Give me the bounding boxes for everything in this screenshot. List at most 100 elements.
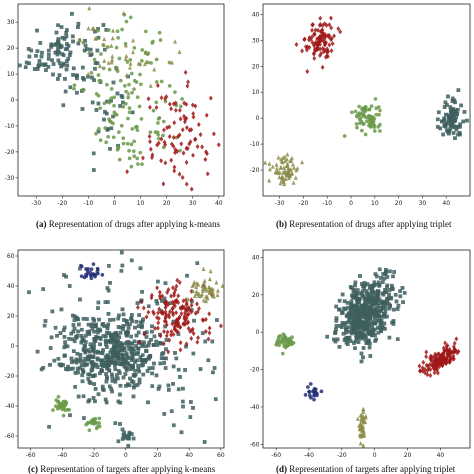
scatter-point-olive [203,284,208,289]
scatter-point-green [119,123,124,128]
scatter-point-slate [135,358,139,363]
scatter-point-red [329,15,333,21]
scatter-point-red [182,304,187,310]
scatter-panel-a: -30 -20 -10 0 10 20 30 40 -30 -20 -10 0 10 20 30 [5,3,225,207]
scatter-point-olive [283,168,288,173]
scatter-point-slate [91,168,96,172]
scatter-point-red [310,27,314,33]
scatter-point-slate [65,63,70,68]
scatter-point-slate [131,380,136,385]
scatter-point-slate [108,147,112,151]
scatter-point-green [129,71,134,76]
scatter-point-olive [282,181,287,187]
scatter-point-slate [35,28,39,33]
scatter-point-green [96,28,100,33]
scatter-point-navy [79,263,83,268]
scatter-point-slate [362,327,366,332]
scatter-point-red [193,136,197,143]
scatter-point-red [207,311,212,317]
scatter-point-red [189,297,194,303]
scatter-point-green [138,150,143,155]
scatter-point-slate [355,288,360,292]
scatter-point-slate [135,383,140,387]
scatter-point-red [182,313,187,319]
scatter-point-green [72,86,76,91]
scatter-point-olive [283,158,288,164]
scatter-point-slate [461,119,466,124]
scatter-point-slate [76,25,80,30]
scatter-point-red [318,21,323,28]
caption-c-letter: (c) [28,464,38,474]
scatter-point-red [167,314,172,320]
scatter-point-red [142,331,147,337]
scatter-point-slate [42,323,47,328]
scatter-point-slate [126,444,131,448]
scatter-point-red [166,301,171,307]
scatter-point-red [171,331,176,338]
scatter-point-slate [458,124,462,129]
scatter-point-green [89,70,94,75]
scatter-point-red [187,127,192,133]
scatter-point-olive [200,288,205,293]
scatter-point-olive [126,91,131,96]
scatter-point-slate [67,284,72,288]
scatter-point-slate [124,351,129,356]
scatter-point-slate [126,343,131,348]
scatter-point-slate [345,314,350,319]
scatter-point-slate [387,292,391,297]
scatter-point-slate [400,286,405,290]
scatter-point-slate [62,335,67,339]
scatter-point-red [178,347,183,353]
scatter-point-slate [174,356,179,361]
scatter-point-green [342,134,347,138]
scatter-point-navy [319,389,324,394]
scatter-point-green [364,115,368,120]
scatter-point-slate [35,349,40,354]
scatter-point-slate [140,289,144,294]
scatter-point-olive [207,285,212,291]
scatter-point-slate [465,118,469,123]
scatter-point-slate [105,326,110,331]
scatter-point-red [175,148,180,154]
scatter-point-slate [130,313,134,317]
scatter-point-slate [85,47,89,51]
scatter-point-red [173,303,177,309]
scatter-point-slate [452,124,457,129]
scatter-point-slate [127,430,132,435]
scatter-point-green [131,149,136,153]
scatter-point-green [126,95,131,100]
scatter-point-olive [285,152,290,157]
scatter-point-slate [154,339,159,344]
scatter-point-olive [276,170,281,175]
scatter-point-red [171,143,176,149]
scatter-point-red [160,293,165,299]
scatter-point-slate [150,366,155,370]
x-tick-label: 20 [404,452,412,459]
y-tick-label: -10 [5,123,15,130]
scatter-point-slate [61,328,66,333]
scatter-point-slate [96,101,101,106]
scatter-point-green [180,97,184,101]
scatter-point-olive [284,156,289,162]
scatter-point-slate [146,304,151,309]
scatter-point-red [165,329,170,335]
scatter-point-slate [443,100,448,105]
scatter-point-slate [135,301,140,306]
scatter-point-slate [374,282,379,287]
scatter-point-slate [116,316,121,321]
scatter-point-olive [363,419,368,425]
scatter-point-red [185,83,190,89]
scatter-point-navy [307,390,312,394]
scatter-point-slate [86,355,90,359]
scatter-point-slate [121,312,126,317]
scatter-point-red [182,113,186,119]
scatter-point-slate [80,107,85,111]
scatter-point-green [84,422,89,427]
scatter-point-red [125,169,130,175]
scatter-point-red [172,164,177,170]
scatter-point-slate [374,337,378,342]
y-tick-label: 20 [7,313,15,320]
scatter-point-slate [394,299,399,304]
scatter-point-olive [101,42,106,47]
y-tick-label: 20 [252,292,260,299]
